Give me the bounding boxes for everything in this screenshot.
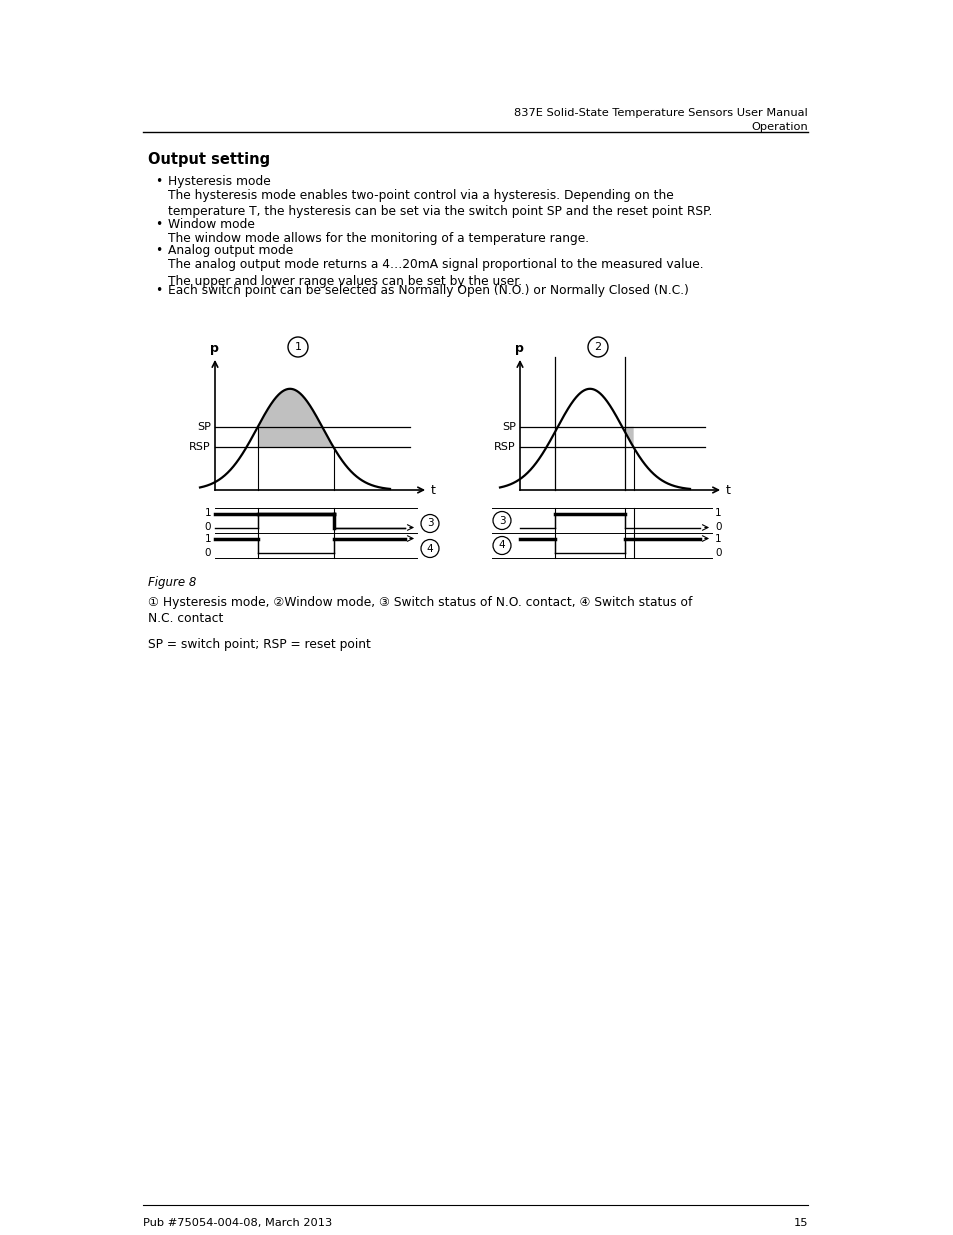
Text: p: p (210, 342, 218, 354)
Text: SP: SP (197, 421, 211, 432)
Text: 4: 4 (426, 543, 433, 553)
Polygon shape (555, 427, 558, 432)
Text: Operation: Operation (750, 122, 807, 132)
Text: 4: 4 (498, 541, 505, 551)
Text: The analog output mode returns a 4…20mA signal proportional to the measured valu: The analog output mode returns a 4…20mA … (168, 258, 703, 288)
Polygon shape (257, 389, 334, 447)
Text: Window mode: Window mode (168, 219, 254, 231)
Text: •: • (154, 175, 162, 188)
Text: The window mode allows for the monitoring of a temperature range.: The window mode allows for the monitorin… (168, 232, 589, 245)
Text: RSP: RSP (190, 442, 211, 452)
Text: Output setting: Output setting (148, 152, 270, 167)
Text: SP: SP (501, 421, 516, 432)
Text: Hysteresis mode: Hysteresis mode (168, 175, 271, 188)
Text: 3: 3 (498, 515, 505, 526)
Text: •: • (154, 219, 162, 231)
Text: Figure 8: Figure 8 (148, 576, 196, 589)
Text: t: t (725, 483, 730, 496)
Text: ① Hysteresis mode, ②Window mode, ③ Switch status of N.O. contact, ④ Switch statu: ① Hysteresis mode, ②Window mode, ③ Switc… (148, 597, 692, 625)
Text: 1: 1 (204, 509, 211, 519)
Polygon shape (624, 427, 633, 447)
Text: 0: 0 (714, 547, 720, 557)
Text: Pub #75054-004-08, March 2013: Pub #75054-004-08, March 2013 (143, 1218, 332, 1228)
Text: 0: 0 (204, 522, 211, 532)
Text: RSP: RSP (494, 442, 516, 452)
Text: SP = switch point; RSP = reset point: SP = switch point; RSP = reset point (148, 638, 371, 651)
Text: 1: 1 (714, 534, 720, 543)
Text: 1: 1 (204, 534, 211, 543)
Text: 0: 0 (714, 522, 720, 532)
Text: 2: 2 (594, 342, 601, 352)
Text: •: • (154, 245, 162, 257)
Text: 3: 3 (426, 519, 433, 529)
Text: The hysteresis mode enables two-point control via a hysteresis. Depending on the: The hysteresis mode enables two-point co… (168, 189, 712, 219)
Text: Analog output mode: Analog output mode (168, 245, 293, 257)
Text: •: • (154, 284, 162, 296)
Text: p: p (514, 342, 523, 354)
Text: 0: 0 (204, 547, 211, 557)
Text: Each switch point can be selected as Normally Open (N.O.) or Normally Closed (N.: Each switch point can be selected as Nor… (168, 284, 688, 296)
Text: 1: 1 (294, 342, 301, 352)
Text: t: t (431, 483, 436, 496)
Text: 15: 15 (793, 1218, 807, 1228)
Text: 1: 1 (714, 509, 720, 519)
Text: 837E Solid-State Temperature Sensors User Manual: 837E Solid-State Temperature Sensors Use… (514, 107, 807, 119)
